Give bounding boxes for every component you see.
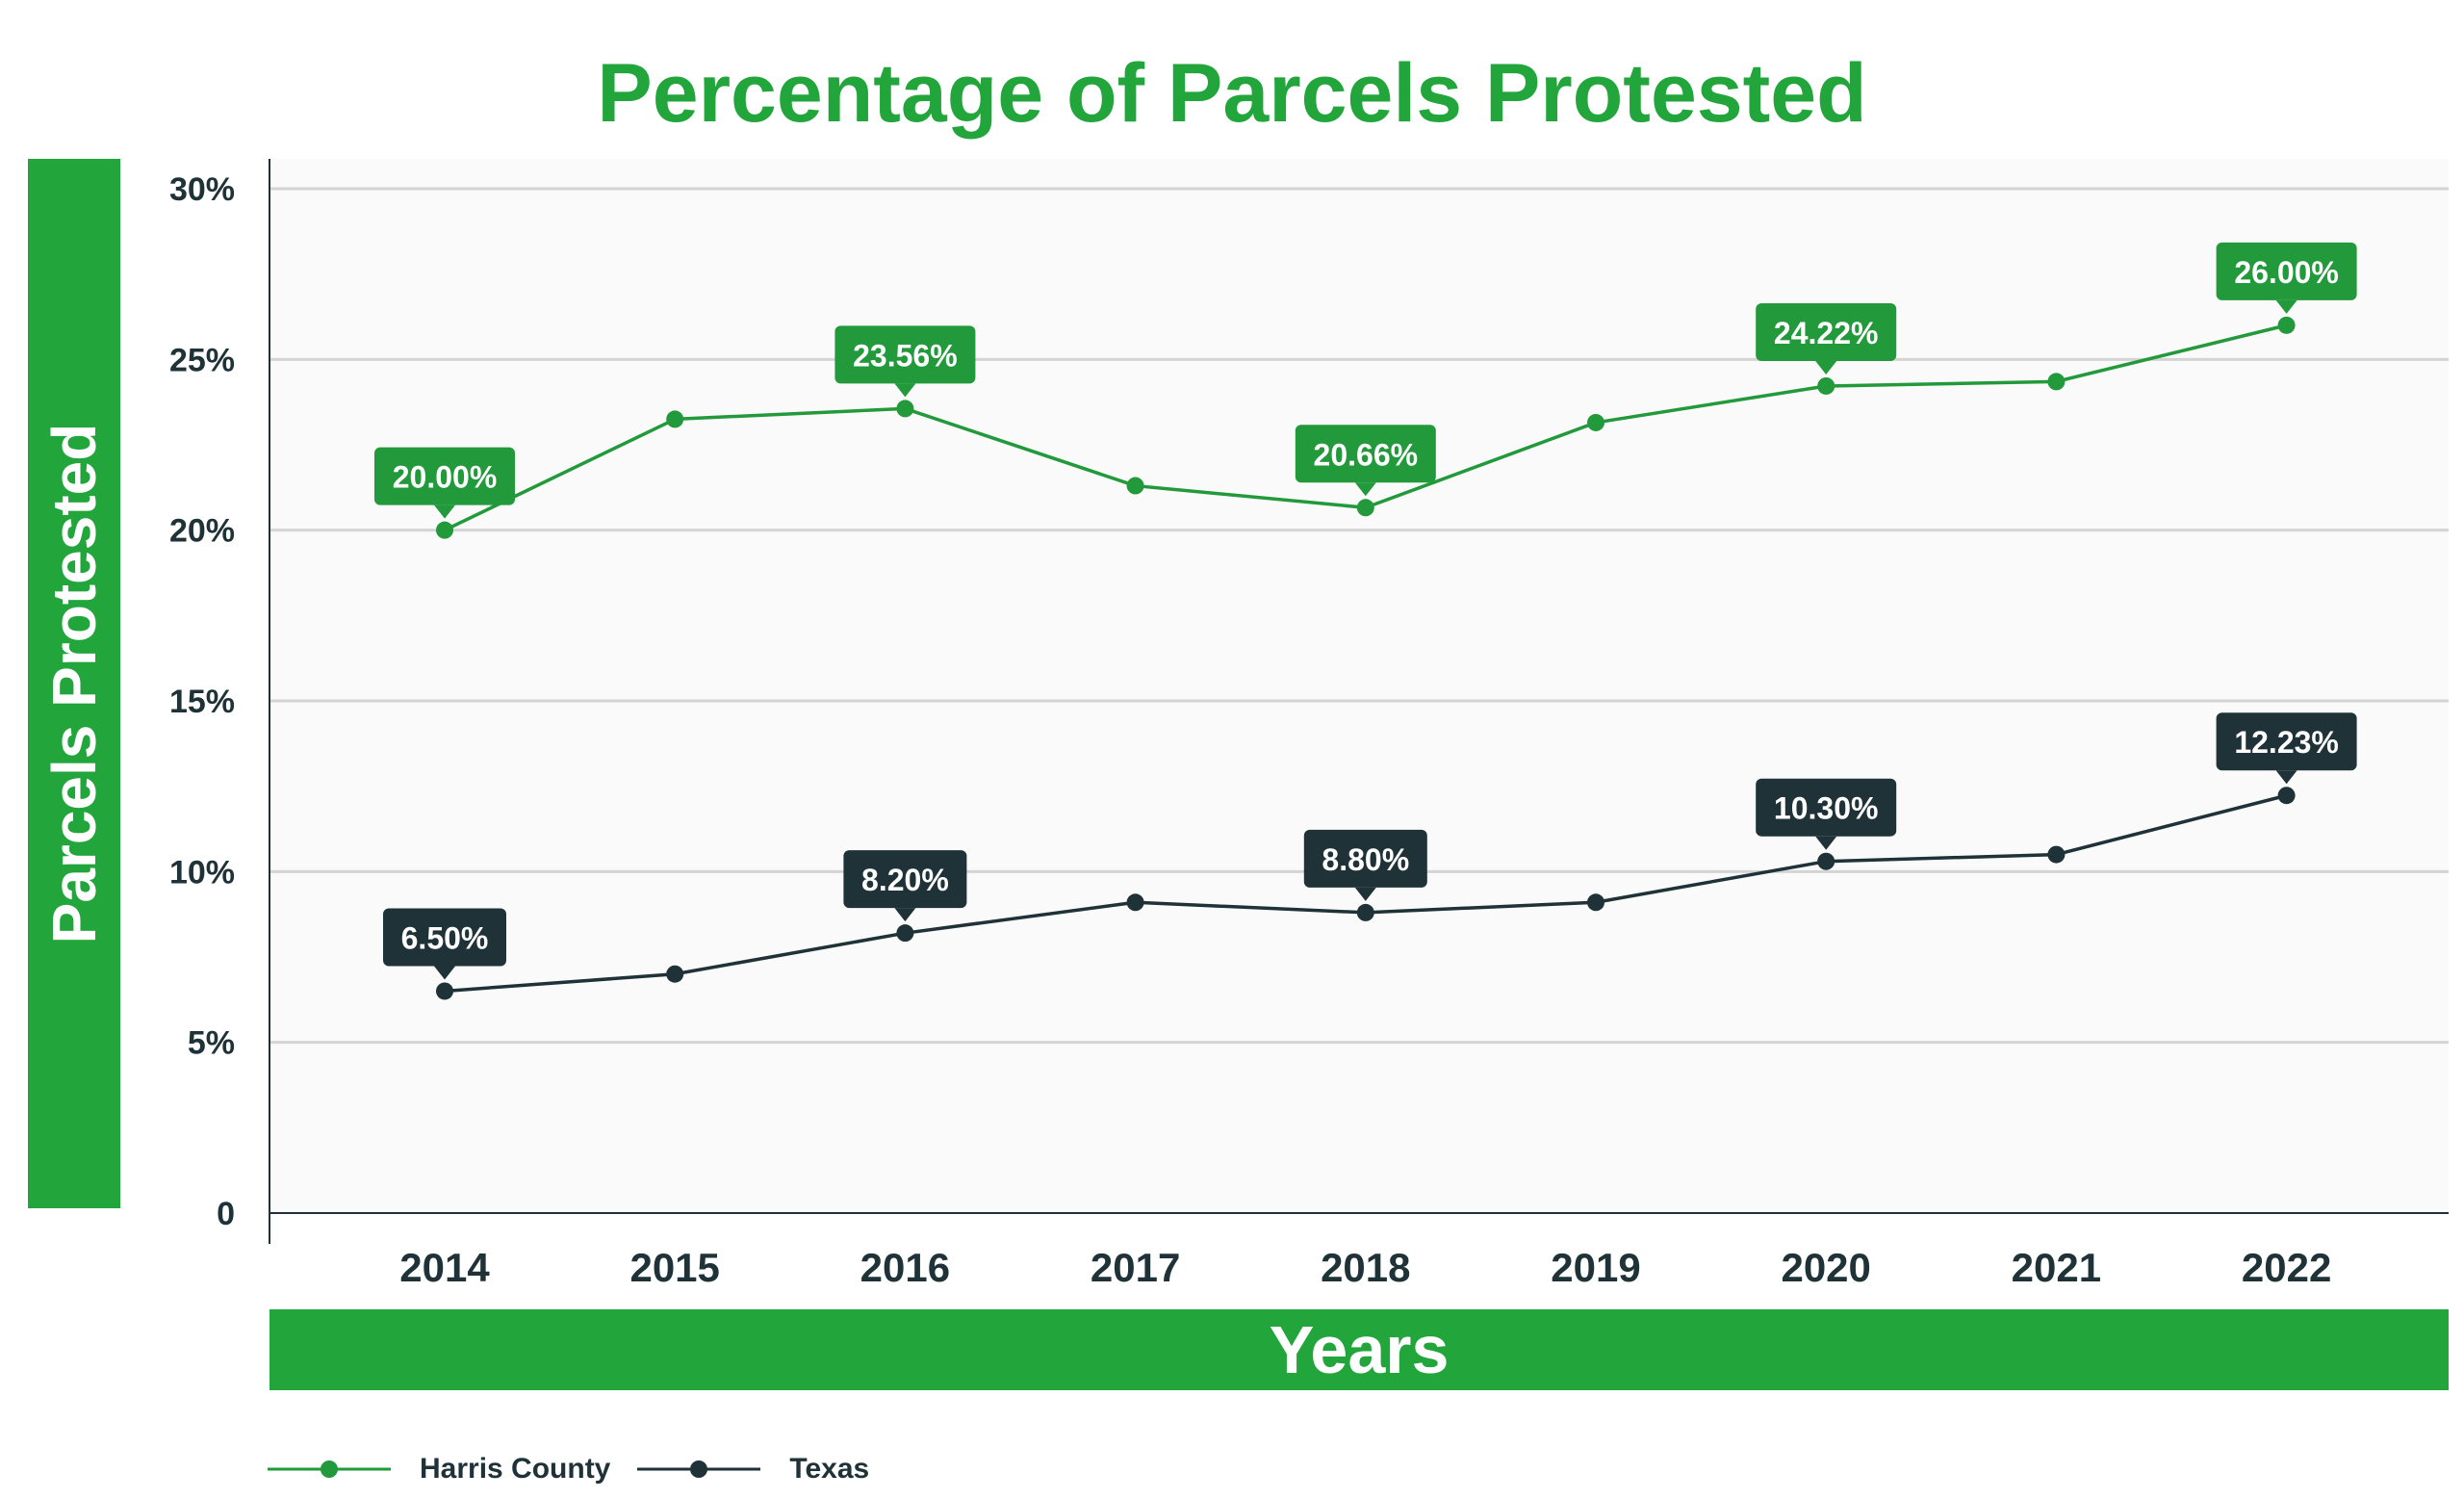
data-label-box-texas (1756, 778, 1897, 837)
y-tick-label: 20% (169, 513, 235, 550)
data-point-texas (1356, 903, 1374, 921)
data-label-harris-county: 20.00% (393, 460, 498, 495)
x-tick-label: 2022 (2242, 1245, 2331, 1290)
data-point-harris-county (1817, 376, 1835, 395)
data-label-pointer-texas (1354, 887, 1376, 901)
y-tick-label: 25% (169, 342, 235, 378)
data-label-harris-county: 23.56% (853, 338, 958, 373)
data-label-box-harris-county (1756, 302, 1897, 361)
data-label-box-texas (1303, 829, 1427, 888)
y-axis-title-bar (28, 159, 120, 1208)
data-label-pointer-harris-county (2275, 299, 2297, 314)
data-label-pointer-texas (1815, 836, 1837, 850)
legend-item-harris-county: Harris County (268, 1453, 610, 1486)
x-tick-label: 2019 (1551, 1245, 1640, 1290)
data-point-harris-county (2277, 316, 2296, 334)
data-label-texas: 10.30% (1774, 791, 1879, 826)
x-tick-label: 2018 (1321, 1245, 1410, 1290)
data-label-box-harris-county (2216, 242, 2357, 300)
data-point-harris-county (896, 400, 914, 418)
data-point-texas (896, 924, 914, 943)
legend-swatch-harris-county (268, 1460, 391, 1478)
data-point-texas (666, 965, 684, 983)
data-label-pointer-texas (2275, 770, 2297, 785)
x-tick-label: 2014 (399, 1245, 490, 1290)
data-label-harris-county: 26.00% (2234, 255, 2339, 290)
data-point-texas (2047, 845, 2066, 864)
data-label-pointer-texas (434, 966, 455, 980)
y-tick-label: 0 (217, 1196, 235, 1232)
data-label-box-harris-county (834, 325, 976, 384)
legend: Harris County Texas (268, 1446, 896, 1492)
data-label-pointer-harris-county (1354, 482, 1376, 497)
x-tick-label: 2016 (860, 1245, 950, 1290)
data-point-texas (1817, 852, 1835, 870)
y-tick-label: 10% (169, 854, 235, 891)
data-label-texas: 8.80% (1322, 842, 1409, 877)
x-tick-label: 2021 (2012, 1245, 2101, 1290)
y-tick-label: 30% (169, 171, 235, 208)
data-label-pointer-harris-county (434, 504, 455, 519)
data-label-texas: 6.50% (401, 920, 489, 955)
data-point-harris-county (1126, 477, 1144, 495)
data-point-harris-county (666, 410, 684, 428)
data-label-box-harris-county (374, 447, 515, 505)
data-point-harris-county (1356, 499, 1374, 517)
data-label-texas: 12.23% (2234, 725, 2339, 760)
data-label-pointer-texas (894, 908, 916, 922)
data-label-harris-county: 20.66% (1314, 437, 1419, 472)
data-label-pointer-harris-county (1815, 360, 1837, 375)
legend-label-texas: Texas (789, 1453, 870, 1485)
legend-label-harris-county: Harris County (420, 1453, 611, 1485)
legend-item-texas: Texas (637, 1453, 869, 1486)
y-tick-label: 15% (169, 684, 235, 720)
data-label-harris-county: 24.22% (1774, 316, 1879, 350)
x-tick-label: 2020 (1781, 1245, 1870, 1290)
data-label-texas: 8.20% (861, 863, 949, 897)
data-point-harris-county (436, 521, 453, 539)
data-point-texas (1587, 893, 1604, 912)
data-label-box-texas (383, 908, 506, 967)
x-tick-label: 2015 (629, 1245, 719, 1290)
data-label-box-harris-county (1295, 425, 1436, 483)
data-label-box-texas (2216, 712, 2357, 771)
legend-swatch-texas (637, 1460, 761, 1478)
data-point-texas (2277, 787, 2296, 805)
plot-area (270, 159, 2449, 1213)
chart-title: Percentage of Parcels Protested (597, 47, 1867, 140)
data-label-pointer-harris-county (894, 383, 916, 398)
x-axis-title: Years (270, 1309, 2449, 1390)
y-tick-label: 5% (188, 1025, 235, 1062)
data-point-texas (1126, 893, 1144, 912)
data-point-harris-county (1587, 413, 1604, 431)
data-point-texas (436, 982, 453, 1000)
data-point-harris-county (2047, 373, 2066, 391)
x-tick-label: 2017 (1091, 1245, 1180, 1290)
data-label-box-texas (843, 850, 967, 909)
